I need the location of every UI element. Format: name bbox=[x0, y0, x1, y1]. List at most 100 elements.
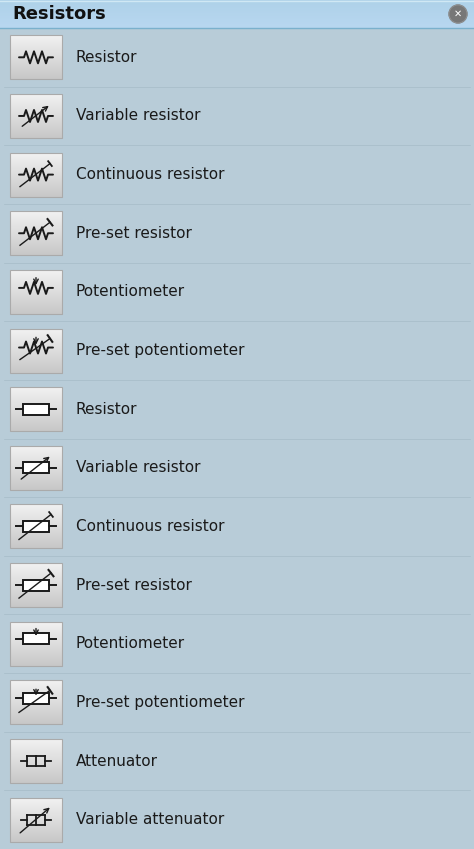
Bar bbox=[10, 798, 62, 841]
Bar bbox=[10, 397, 62, 398]
Bar bbox=[10, 219, 62, 220]
Bar bbox=[10, 248, 62, 250]
Bar bbox=[10, 685, 62, 686]
Bar bbox=[10, 543, 62, 544]
Bar bbox=[10, 641, 62, 642]
Bar bbox=[10, 531, 62, 532]
Bar bbox=[10, 108, 62, 109]
Bar bbox=[10, 477, 62, 478]
Bar bbox=[10, 703, 62, 705]
Bar bbox=[10, 826, 62, 827]
Bar bbox=[10, 568, 62, 569]
Bar bbox=[10, 310, 62, 311]
Bar bbox=[10, 280, 62, 281]
Bar bbox=[10, 446, 62, 447]
Bar bbox=[10, 70, 62, 71]
Bar bbox=[10, 511, 62, 513]
Bar bbox=[10, 293, 62, 294]
Bar bbox=[10, 346, 62, 347]
Bar bbox=[10, 166, 62, 167]
Bar bbox=[10, 353, 62, 355]
Bar bbox=[10, 241, 62, 242]
Bar bbox=[10, 588, 62, 589]
Bar bbox=[10, 702, 62, 703]
Bar bbox=[10, 486, 62, 488]
Bar bbox=[0, 27, 474, 28]
Bar bbox=[10, 283, 62, 284]
Bar bbox=[10, 596, 62, 597]
Bar bbox=[0, 8, 474, 9]
Bar bbox=[10, 160, 62, 161]
Bar bbox=[10, 222, 62, 223]
Bar bbox=[0, 5, 474, 6]
Bar bbox=[10, 212, 62, 213]
Bar bbox=[10, 236, 62, 237]
Bar bbox=[10, 340, 62, 341]
Bar bbox=[10, 302, 62, 303]
Bar bbox=[0, 0, 474, 1]
Bar bbox=[10, 370, 62, 372]
Bar bbox=[10, 154, 62, 155]
Bar bbox=[10, 312, 62, 313]
Bar bbox=[10, 597, 62, 598]
Bar bbox=[10, 228, 62, 229]
Bar bbox=[10, 600, 62, 601]
Bar bbox=[10, 774, 62, 775]
Bar bbox=[10, 665, 62, 666]
Bar bbox=[10, 402, 62, 403]
Bar bbox=[10, 694, 62, 695]
Bar bbox=[10, 722, 62, 723]
Bar bbox=[0, 16, 474, 17]
Bar bbox=[10, 96, 62, 97]
Bar bbox=[10, 132, 62, 133]
Bar bbox=[10, 565, 62, 566]
Bar bbox=[10, 127, 62, 128]
Bar bbox=[10, 110, 62, 111]
Bar bbox=[10, 277, 62, 278]
Bar bbox=[10, 420, 62, 421]
Bar bbox=[10, 452, 62, 453]
Bar bbox=[10, 594, 62, 595]
Bar bbox=[10, 100, 62, 101]
Bar bbox=[10, 748, 62, 749]
Bar bbox=[10, 99, 62, 100]
Bar bbox=[10, 632, 62, 633]
Bar bbox=[10, 566, 62, 567]
Bar bbox=[10, 657, 62, 658]
Bar bbox=[10, 689, 62, 690]
Text: Variable resistor: Variable resistor bbox=[76, 109, 201, 123]
Bar bbox=[10, 585, 62, 586]
Bar bbox=[0, 12, 474, 13]
Bar bbox=[10, 59, 62, 60]
Bar bbox=[10, 423, 62, 424]
Bar bbox=[10, 130, 62, 131]
Bar bbox=[10, 153, 62, 154]
Bar bbox=[10, 226, 62, 228]
Bar bbox=[11, 682, 63, 725]
Bar bbox=[10, 509, 62, 510]
Bar bbox=[0, 25, 474, 26]
Bar bbox=[10, 309, 62, 310]
Bar bbox=[23, 403, 49, 414]
Bar bbox=[10, 590, 62, 591]
Bar bbox=[0, 4, 474, 5]
Bar bbox=[10, 751, 62, 752]
Bar bbox=[10, 504, 62, 505]
Bar bbox=[10, 526, 62, 527]
Bar bbox=[10, 601, 62, 602]
Bar bbox=[10, 285, 62, 286]
Bar bbox=[10, 137, 62, 138]
Bar bbox=[10, 840, 62, 841]
Bar bbox=[10, 457, 62, 458]
Bar bbox=[10, 105, 62, 106]
Bar bbox=[10, 658, 62, 659]
Bar bbox=[0, 1, 474, 2]
Bar bbox=[10, 341, 62, 342]
Bar bbox=[10, 564, 62, 565]
Bar bbox=[10, 211, 62, 256]
Bar bbox=[10, 298, 62, 299]
Bar bbox=[10, 635, 62, 636]
Bar bbox=[10, 510, 62, 511]
Bar bbox=[10, 399, 62, 400]
Bar bbox=[10, 51, 62, 53]
